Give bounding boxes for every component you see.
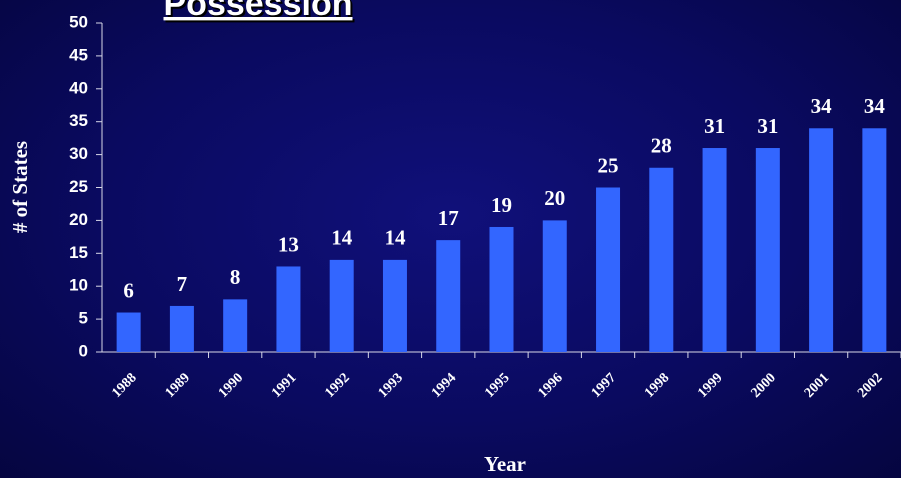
bar [702, 148, 727, 352]
bar [809, 128, 834, 352]
value-label: 28 [651, 134, 672, 158]
x-axis-label: Year [484, 452, 526, 476]
x-tick-label: 2000 [749, 370, 779, 400]
bar [862, 128, 887, 352]
bar [649, 167, 674, 352]
value-label: 34 [811, 94, 833, 118]
y-tick-label: 15 [69, 243, 88, 262]
value-label: 14 [331, 226, 353, 250]
value-label: 13 [278, 232, 299, 256]
bar [542, 220, 567, 352]
value-label: 31 [757, 114, 778, 138]
value-label: 20 [544, 186, 565, 210]
y-tick-label: 35 [69, 111, 88, 130]
x-tick-label: 1992 [322, 370, 352, 400]
y-tick-label: 25 [69, 177, 88, 196]
x-tick-label: 1993 [376, 370, 406, 400]
value-label: 6 [123, 278, 134, 302]
bar [116, 312, 141, 352]
x-tick-label: 1997 [589, 370, 619, 400]
x-tick-label: 1991 [269, 370, 299, 400]
x-tick-label: 1990 [216, 370, 246, 400]
x-tick-label: 1998 [642, 370, 672, 400]
bar [169, 305, 194, 352]
bar [276, 266, 301, 352]
value-label: 19 [491, 193, 512, 217]
x-tick-label: 1996 [535, 370, 565, 400]
y-tick-label: 5 [79, 309, 88, 328]
x-tick-label: 1989 [163, 370, 193, 400]
x-tick-label: 1988 [109, 370, 139, 400]
x-tick-label: 2002 [855, 370, 885, 400]
bar [382, 259, 407, 352]
y-tick-label: 45 [69, 45, 88, 64]
bar [755, 148, 780, 352]
y-tick-label: 30 [69, 144, 88, 163]
value-label: 14 [384, 226, 406, 250]
value-label: 7 [177, 272, 188, 296]
x-tick-label: 1994 [429, 370, 459, 400]
value-label: 34 [864, 94, 886, 118]
y-tick-label: 20 [69, 210, 88, 229]
y-tick-label: 0 [79, 341, 88, 360]
value-label: 25 [598, 153, 619, 177]
bar [436, 240, 461, 352]
x-tick-label: 1995 [482, 370, 512, 400]
bar [596, 187, 621, 352]
y-tick-label: 40 [69, 78, 88, 97]
bar [489, 226, 514, 352]
y-tick-label: 50 [69, 12, 88, 31]
bar [329, 259, 354, 352]
value-label: 17 [438, 206, 459, 230]
chart-title: Possession [164, 0, 353, 23]
value-label: 8 [230, 265, 241, 289]
x-tick-label: 2001 [802, 370, 832, 400]
y-axis-label: # of States [8, 141, 32, 233]
y-tick-label: 10 [69, 276, 88, 295]
x-tick-label: 1999 [695, 370, 725, 400]
bar [223, 299, 248, 352]
value-label: 31 [704, 114, 725, 138]
